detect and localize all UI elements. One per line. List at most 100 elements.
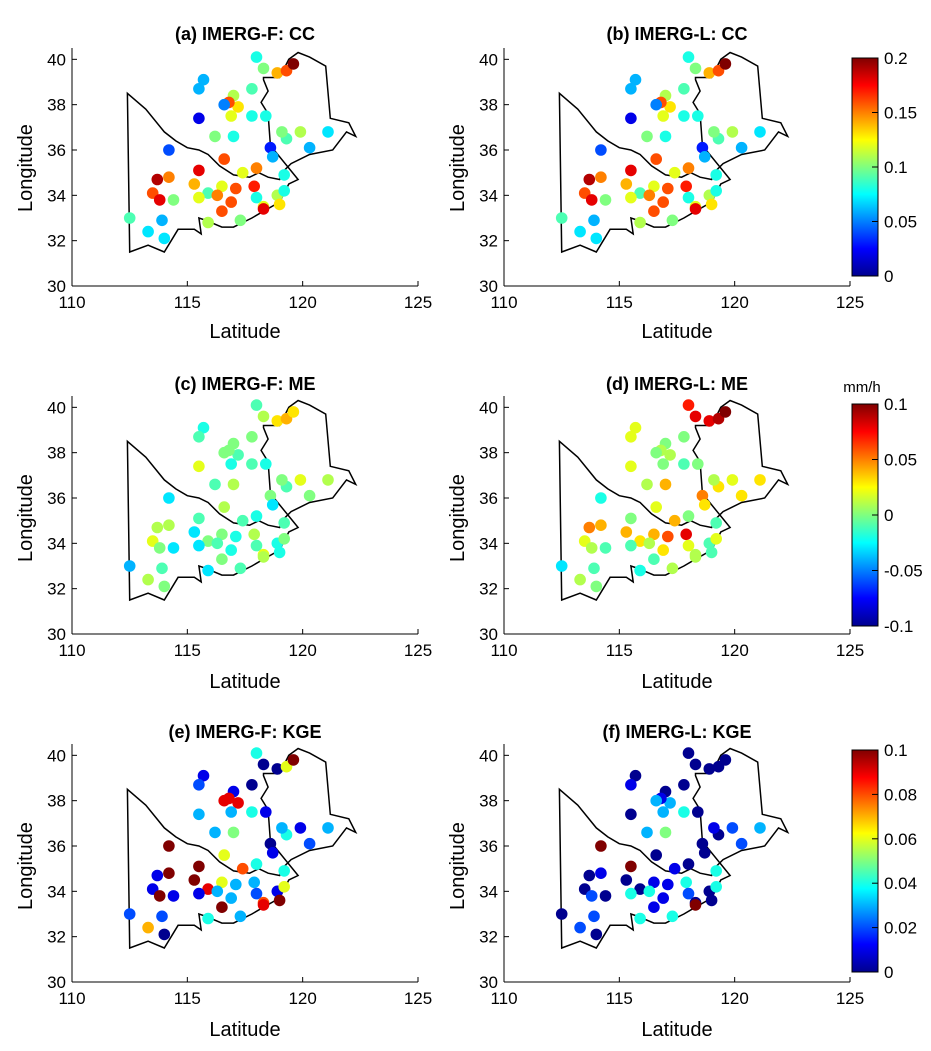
station-marker [266,151,279,163]
station-marker [590,580,603,593]
station-marker [246,779,258,791]
station-marker [599,194,612,206]
colorbar-tick-label: 0.05 [884,213,917,232]
station-marker [193,808,205,821]
colorbar-cc: 0 0.05 0.1 0.15 0.2 [851,49,917,286]
x-tick-label: 120 [720,641,748,660]
y-tick-label: 30 [479,973,498,992]
station-marker [218,446,230,459]
x-tick-label: 115 [606,641,633,660]
station-marker [225,544,237,556]
y-axis-label: Longitude [15,474,37,562]
station-marker [156,910,168,923]
station-marker [574,573,586,586]
station-marker [585,194,598,206]
station-markers [555,399,766,593]
station-marker [710,865,722,877]
station-marker [595,867,607,879]
station-marker [754,126,766,138]
station-marker [232,797,244,809]
station-marker [574,225,586,238]
station-marker [202,564,214,577]
y-tick-label: 32 [47,232,66,251]
station-marker [158,580,171,593]
y-tick-label: 32 [479,232,498,251]
station-marker [278,533,291,545]
station-marker [260,458,272,470]
colorbar-tick-label: 0.08 [884,785,917,804]
station-marker [680,180,692,193]
station-marker [167,194,180,206]
x-tick-label: 125 [404,641,432,660]
station-marker [682,191,695,204]
station-marker [236,514,249,527]
station-marker [264,141,277,154]
x-tick-label: 115 [174,641,201,660]
station-marker [163,867,175,879]
y-tick-label: 32 [479,928,498,947]
station-marker [629,769,642,782]
station-marker [163,519,175,531]
colorbar-tick-label: 0.06 [884,830,917,849]
station-marker [158,232,171,245]
station-marker [276,822,288,834]
station-marker [726,822,739,834]
station-marker [266,847,279,859]
station-marker [257,758,270,771]
x-tick-label: 115 [606,989,633,1008]
x-axis-label: Latitude [641,1019,712,1041]
station-marker [278,169,291,181]
station-marker [710,881,722,893]
colorbar-tick-label: 0.15 [884,104,917,123]
station-marker [678,83,690,95]
station-marker [216,180,228,193]
station-marker [682,51,695,63]
station-marker [678,110,690,122]
station-marker [650,98,662,111]
station-marker [163,492,175,504]
station-marker [710,517,722,529]
station-marker [705,894,718,907]
station-marker [227,478,240,491]
station-marker [634,216,646,229]
station-marker [303,141,316,154]
panel-d: (d) IMERG-L: ME Latitude Longitude 110 11… [447,374,864,693]
axis-ticks: 110 115 120 125 30 32 34 36 38 40 [479,48,864,312]
x-tick-label: 120 [288,989,316,1008]
station-marker [218,794,230,807]
station-marker [641,478,653,491]
station-marker [754,474,766,486]
y-tick-label: 30 [47,973,66,992]
station-marker [555,908,568,920]
x-tick-label: 110 [58,989,85,1008]
station-marker [710,533,722,545]
station-marker [163,171,175,183]
station-marker [193,191,205,204]
station-marker [202,535,214,547]
y-tick-label: 40 [479,50,498,69]
x-axis-label: Latitude [209,671,280,693]
station-marker [234,910,247,923]
x-axis-label: Latitude [209,1019,280,1041]
station-marker [689,899,702,911]
station-marker [225,196,237,208]
panel-b: (b) IMERG-L: CC Latitude Longitude 110 11… [447,24,864,343]
station-marker [250,887,263,900]
station-marker [625,512,637,525]
station-marker [322,126,334,138]
y-tick-label: 30 [47,277,66,296]
station-marker [234,562,247,575]
station-marker [294,822,307,834]
station-marker [142,921,154,934]
colorbar-tick-label: 0 [884,963,893,982]
y-tick-label: 40 [47,398,66,417]
axis-ticks: 110 115 120 125 30 32 34 36 38 40 [47,48,432,312]
station-marker [276,126,288,138]
station-marker [123,908,136,920]
station-marker [662,530,674,543]
x-axis-label: Latitude [209,321,280,343]
colorbar-unit: mm/h [843,379,881,396]
station-marker [246,806,258,818]
station-marker [668,514,681,527]
station-marker [595,171,607,183]
